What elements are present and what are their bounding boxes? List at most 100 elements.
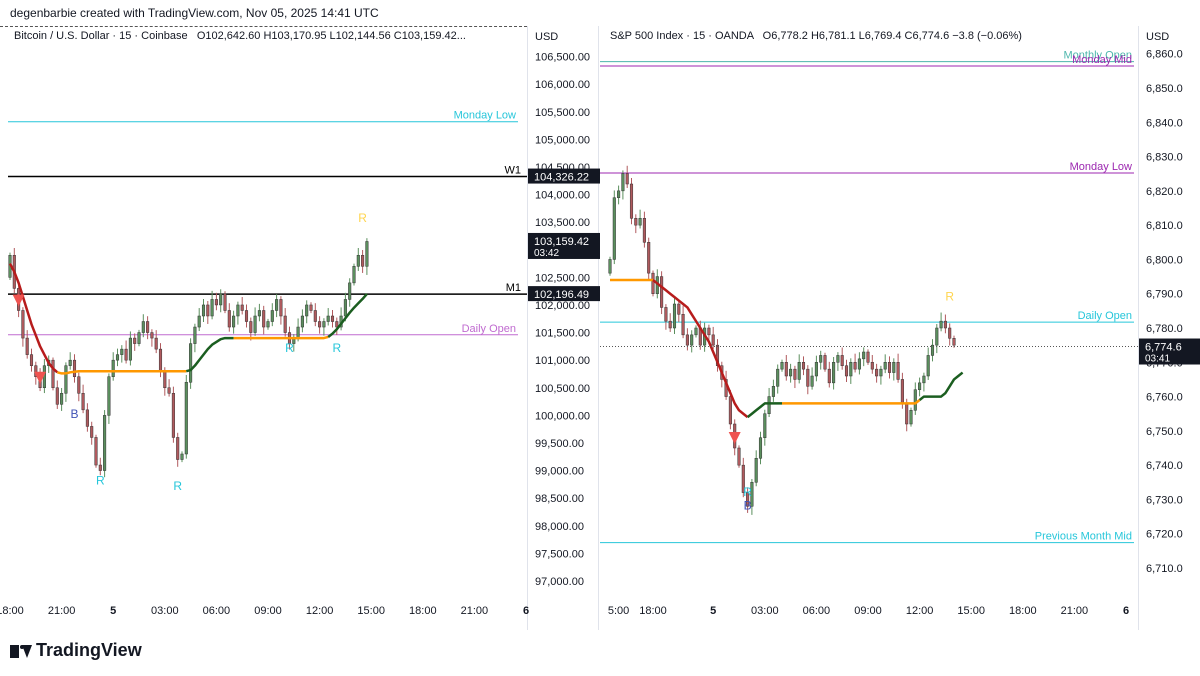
btc-price-badge bbox=[528, 286, 600, 302]
spx-candle-body bbox=[810, 375, 814, 387]
btc-candle-body bbox=[305, 304, 309, 317]
btc-x-tick-label: 18:00 bbox=[0, 605, 24, 617]
spx-ohlc-values: O6,778.2 H6,781.1 L6,769.4 C6,774.6 −3.8… bbox=[762, 30, 1022, 42]
btc-x-tick-label: 06:00 bbox=[203, 605, 231, 617]
spx-candle-body bbox=[948, 327, 952, 339]
spx-candle-body bbox=[763, 413, 767, 438]
spx-candle-body bbox=[806, 368, 810, 387]
spx-x-tick-label: 6 bbox=[1123, 605, 1129, 617]
spx-x-tick-label: 09:00 bbox=[854, 605, 882, 617]
btc-candle-body bbox=[275, 299, 279, 311]
btc-candle-body bbox=[348, 282, 352, 300]
btc-candle-body bbox=[107, 376, 111, 416]
btc-y-tick-label: 106,500.00 bbox=[535, 52, 590, 64]
btc-candle-body bbox=[103, 415, 107, 471]
spx-x-tick-label: 12:00 bbox=[906, 605, 934, 617]
spx-candle-body bbox=[672, 303, 677, 329]
spx-candle-body bbox=[875, 368, 879, 377]
btc-candle-body bbox=[253, 315, 257, 333]
btc-candle-body bbox=[171, 393, 175, 438]
btc-candle-body bbox=[244, 310, 249, 322]
spx-candle-body bbox=[892, 362, 896, 373]
btc-candle-body bbox=[141, 321, 145, 333]
spx-candle-body bbox=[647, 242, 651, 274]
btc-candle-body bbox=[124, 348, 128, 361]
spx-signal-label: R bbox=[945, 290, 954, 304]
spx-level-label: Monday Low bbox=[1070, 161, 1132, 173]
btc-candle-body bbox=[201, 304, 206, 317]
spx-axis-currency: USD bbox=[1146, 31, 1169, 43]
spx-level-label: Daily Open bbox=[1078, 310, 1132, 322]
btc-candle-body bbox=[365, 241, 369, 267]
btc-y-tick-label: 102,500.00 bbox=[535, 272, 590, 284]
btc-candle-body bbox=[214, 299, 218, 306]
spx-candle-body bbox=[750, 482, 754, 507]
btc-sell-arrow-icon bbox=[12, 294, 25, 307]
spx-trend-line bbox=[782, 399, 921, 405]
spx-x-tick-label: 03:00 bbox=[751, 605, 779, 617]
btc-candle-body bbox=[94, 437, 98, 466]
btc-candle-body bbox=[167, 387, 171, 394]
spx-symbol-title: S&P 500 Index · 15 · OANDA bbox=[610, 30, 754, 42]
btc-candle-body bbox=[356, 255, 360, 267]
btc-candle-body bbox=[184, 381, 188, 455]
spx-candle-body bbox=[922, 375, 926, 384]
spx-candle-body bbox=[638, 218, 642, 226]
btc-candle-body bbox=[279, 299, 283, 317]
tradingview-logo: TradingView bbox=[10, 640, 142, 661]
spx-candle-body bbox=[814, 362, 818, 377]
spx-candle-body bbox=[642, 218, 646, 243]
btc-chart-pane[interactable]: Bitcoin / U.S. Dollar · 15 · Coinbase O1… bbox=[0, 26, 600, 630]
spx-candle-body bbox=[746, 492, 750, 507]
spx-candle-body bbox=[608, 259, 612, 274]
btc-price-badge-label: 104,326.22 bbox=[534, 172, 589, 184]
spx-candle-body bbox=[853, 362, 857, 370]
spx-candle-body bbox=[935, 327, 939, 346]
btc-candle-body bbox=[51, 359, 55, 389]
spx-trend-line bbox=[746, 402, 782, 419]
creator-caption: degenbarbie created with TradingView.com… bbox=[10, 6, 379, 20]
btc-candle-body bbox=[128, 337, 132, 361]
spx-candle-body bbox=[862, 351, 866, 360]
spx-y-tick-label: 6,830.0 bbox=[1146, 152, 1183, 164]
spx-candle-body bbox=[651, 272, 655, 294]
btc-signal-label: R bbox=[173, 479, 182, 493]
btc-candle-body bbox=[266, 321, 270, 328]
btc-y-tick-label: 100,000.00 bbox=[535, 410, 590, 422]
spx-price-badge-label: 6,774.6 bbox=[1145, 342, 1182, 354]
btc-candle-body bbox=[296, 326, 300, 339]
spx-candle-body bbox=[690, 334, 694, 346]
spx-candle-body bbox=[823, 355, 827, 370]
header-divider bbox=[0, 26, 527, 27]
spx-candle-body bbox=[827, 368, 831, 384]
btc-price-badge-label: 102,196.49 bbox=[534, 289, 589, 301]
spx-chart-pane[interactable]: S&P 500 Index · 15 · OANDA O6,778.2 H6,7… bbox=[600, 26, 1200, 630]
spx-candle-body bbox=[913, 389, 917, 411]
btc-x-tick-label: 12:00 bbox=[306, 605, 334, 617]
btc-chart-svg[interactable]: USD 97,000.00 97,500.00 98,000.00 98,500.00 9… bbox=[0, 26, 600, 630]
spx-candle-body bbox=[819, 355, 823, 363]
btc-level-label: Monday Low bbox=[454, 110, 516, 122]
btc-candle-body bbox=[335, 321, 339, 328]
spx-candle-body bbox=[629, 183, 634, 219]
spx-candle-body bbox=[926, 355, 930, 377]
spx-candle-body bbox=[801, 362, 806, 370]
spx-candle-body bbox=[832, 362, 836, 384]
btc-candle-body bbox=[176, 437, 180, 460]
btc-candle-body bbox=[236, 304, 240, 317]
spx-candle-body bbox=[707, 327, 711, 336]
btc-candle-body bbox=[154, 337, 158, 350]
btc-x-tick-label: 09:00 bbox=[254, 605, 282, 617]
spx-signal-label: R bbox=[743, 485, 752, 499]
btc-level-label: W1 bbox=[505, 165, 522, 177]
btc-candle-body bbox=[257, 310, 261, 317]
spx-x-tick-label: 15:00 bbox=[957, 605, 985, 617]
spx-chart-svg[interactable]: USD 6,710.0 6,720.0 6,730.0 6,740.0 6,750.0 6,… bbox=[600, 26, 1200, 630]
spx-candle-body bbox=[909, 410, 913, 425]
spx-candle-body bbox=[767, 396, 771, 414]
spx-candle-body bbox=[784, 362, 788, 377]
btc-candle-body bbox=[361, 255, 365, 267]
btc-y-tick-label: 99,500.00 bbox=[535, 438, 584, 450]
spx-level-label: Monday Mid bbox=[1072, 54, 1132, 66]
spx-candle-body bbox=[660, 276, 664, 308]
